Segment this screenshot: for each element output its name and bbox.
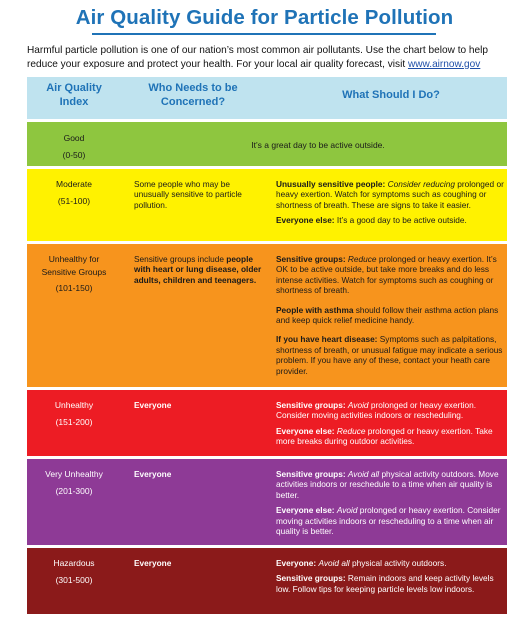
aqi-level-name: Very Unhealthy bbox=[45, 469, 103, 479]
aqi-range: (101-150) bbox=[55, 283, 93, 293]
aqi-range: (51-100) bbox=[57, 195, 91, 206]
aqi-range: (301-500) bbox=[55, 574, 93, 585]
aqi-table: Air Quality Index Who Needs to be Concer… bbox=[27, 77, 507, 614]
advice-cell: Unusually sensitive people: Consider red… bbox=[276, 179, 504, 231]
table-row-hazardous: Hazardous (301-500) Everyone Everyone: A… bbox=[27, 548, 507, 614]
table-row-unhealthy: Unhealthy (151-200) Everyone Sensitive g… bbox=[27, 390, 507, 456]
aqi-level-cell: Unhealthy for Sensitive Groups (101-150) bbox=[31, 253, 117, 295]
aqi-level-cell: Moderate (51-100) bbox=[31, 178, 117, 207]
aqi-range: (0-50) bbox=[62, 149, 86, 160]
advice-item: Everyone: Avoid all physical activity ou… bbox=[276, 558, 447, 568]
who-cell: Everyone bbox=[134, 558, 172, 568]
advice-cell: Sensitive groups: Avoid all physical act… bbox=[276, 469, 504, 541]
who-cell: Sensitive groups include people with hea… bbox=[134, 254, 262, 285]
page-title: Air Quality Guide for Particle Pollution bbox=[75, 6, 454, 29]
table-row-moderate: Moderate (51-100) Some people who may be… bbox=[27, 169, 507, 241]
advice-item: Unusually sensitive people: Consider red… bbox=[276, 179, 504, 210]
advice-item: Everyone else: Avoid prolonged or heavy … bbox=[276, 505, 501, 537]
aqi-level-cell: Very Unhealthy (201-300) bbox=[31, 468, 117, 497]
airnow-link[interactable]: www.airnow.gov bbox=[407, 58, 481, 70]
advice-cell: Everyone: Avoid all physical activity ou… bbox=[276, 558, 504, 599]
aqi-level-name: Unhealthy for Sensitive Groups bbox=[41, 254, 107, 277]
aqi-level-name: Good bbox=[63, 133, 85, 143]
advice-item: Sensitive groups: Remain indoors and kee… bbox=[276, 573, 494, 594]
aqi-level-cell: Hazardous (301-500) bbox=[31, 557, 117, 586]
aqi-level-cell: Unhealthy (151-200) bbox=[31, 399, 117, 428]
table-row-good: Good (0-50) It’s a great day to be activ… bbox=[27, 122, 507, 166]
table-header-row: Air Quality Index Who Needs to be Concer… bbox=[27, 77, 507, 119]
advice-item: Everyone else: Reduce prolonged or heavy… bbox=[276, 425, 493, 447]
table-row-usg: Unhealthy for Sensitive Groups (101-150)… bbox=[27, 244, 507, 387]
advice-item: Sensitive groups: Reduce prolonged or he… bbox=[276, 254, 497, 296]
advice-cell: Sensitive groups: Reduce prolonged or he… bbox=[276, 254, 504, 381]
advice-item: Sensitive groups: Avoid all physical act… bbox=[276, 469, 499, 500]
header-what: What Should I Do? bbox=[342, 89, 440, 101]
header-aqi: Air Quality Index bbox=[46, 82, 102, 108]
who-cell: Everyone bbox=[134, 400, 172, 410]
intro-text: Harmful particle pollution is one of our… bbox=[27, 45, 488, 70]
aqi-level-cell: Good (0-50) bbox=[31, 132, 117, 161]
advice-cell: Sensitive groups: Avoid prolonged or hea… bbox=[276, 400, 504, 452]
aqi-level-name: Moderate bbox=[56, 179, 92, 189]
aqi-range: (201-300) bbox=[55, 485, 93, 496]
advice-item: Everyone else: It’s a good day to be act… bbox=[276, 215, 467, 226]
intro-paragraph: Harmful particle pollution is one of our… bbox=[27, 44, 507, 71]
table-row-very-unhealthy: Very Unhealthy (201-300) Everyone Sensit… bbox=[27, 459, 507, 545]
aqi-level-name: Hazardous bbox=[53, 558, 95, 568]
who-cell: Everyone bbox=[134, 469, 172, 479]
title-underline bbox=[92, 33, 436, 35]
header-who: Who Needs to be Concerned? bbox=[148, 82, 238, 108]
advice-item: If you have heart disease: Symptoms such… bbox=[276, 334, 503, 376]
aqi-range: (151-200) bbox=[55, 416, 93, 427]
aqi-level-name: Unhealthy bbox=[54, 400, 94, 410]
advice-item: People with asthma should follow their a… bbox=[276, 304, 499, 326]
who-cell: Some people who may be unusually sensiti… bbox=[134, 179, 242, 210]
advice-item: Sensitive groups: Avoid prolonged or hea… bbox=[276, 400, 476, 421]
good-message: It’s a great day to be active outside. bbox=[251, 140, 385, 150]
